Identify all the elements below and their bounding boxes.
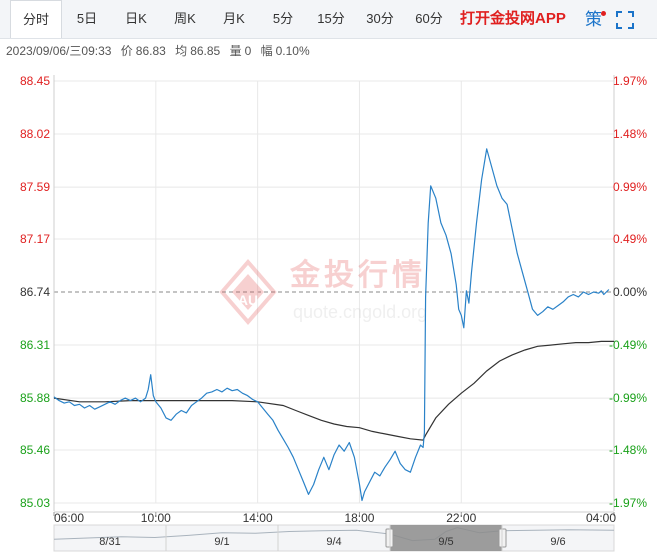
watermark-title: 金投行情 bbox=[289, 258, 426, 292]
y-tick-label: 87.59 bbox=[20, 180, 50, 194]
pct-tick-label: 0.99% bbox=[613, 180, 647, 194]
tab-60-min[interactable]: 60分 bbox=[415, 11, 443, 26]
y-tick-label: 87.17 bbox=[20, 232, 50, 246]
watermark-badge: AU bbox=[238, 292, 258, 308]
chart-grid bbox=[53, 75, 615, 511]
y-tick-label: 85.03 bbox=[20, 496, 50, 510]
tab-5-min[interactable]: 5分 bbox=[272, 11, 294, 26]
chart-axes: 88.45 1.97% 88.02 1.48% 87.59 0.99% 87.17 0.49%… bbox=[20, 74, 647, 510]
watermark-subtitle: quote.cngold.org bbox=[293, 302, 427, 322]
notification-dot bbox=[601, 11, 606, 16]
y-tick-label: 86.74 bbox=[20, 285, 50, 299]
x-tick-label: 18:00 bbox=[344, 511, 374, 525]
navigator-window bbox=[390, 525, 502, 551]
x-tick-label: 22:00 bbox=[446, 511, 476, 525]
x-tick-label: 10:00 bbox=[141, 511, 171, 525]
tab-intraday[interactable]: 分时 bbox=[10, 0, 62, 38]
fullscreen-icon[interactable] bbox=[616, 11, 634, 29]
open-app-link[interactable]: 打开金投网APP bbox=[460, 10, 566, 27]
y-tick-label: 85.46 bbox=[20, 443, 50, 457]
pct-tick-label: 1.97% bbox=[613, 74, 647, 88]
x-tick-label: 14:00 bbox=[243, 511, 273, 525]
pct-tick-label: 0.49% bbox=[613, 232, 647, 246]
volume-label: 量 bbox=[229, 44, 242, 58]
tab-weekly-k[interactable]: 周K bbox=[174, 11, 196, 26]
x-tick-label: 04:00 bbox=[586, 511, 616, 525]
pct-tick-label: -0.99% bbox=[609, 391, 647, 405]
navigator-day-label: 9/6 bbox=[550, 536, 565, 548]
pct-tick-label: 1.48% bbox=[613, 127, 647, 141]
x-axis: 06:00 10:00 14:00 18:00 22:00 04:00 bbox=[53, 511, 616, 525]
quote-datetime: 2023/09/06/三09:33 bbox=[6, 44, 112, 58]
chart-series bbox=[53, 148, 614, 502]
y-tick-label: 85.88 bbox=[20, 391, 50, 405]
tab-15-min[interactable]: 15分 bbox=[317, 11, 345, 26]
pct-tick-label: 0.00% bbox=[613, 285, 647, 299]
tab-30-min[interactable]: 30分 bbox=[366, 11, 394, 26]
pct-tick-label: -1.48% bbox=[609, 443, 647, 457]
navigator-day-label: 8/31 bbox=[99, 536, 120, 548]
period-tab-bar: 分时 5日 日K 周K 月K 5分 15分 30分 60分 打开金投网APP 策 bbox=[0, 0, 657, 39]
strategy-button[interactable]: 策 bbox=[585, 10, 602, 29]
tab-monthly-k[interactable]: 月K bbox=[223, 11, 245, 26]
x-tick-label: 06:00 bbox=[54, 511, 84, 525]
range-navigator[interactable]: 8/31 9/1 9/4 9/5 9/6 bbox=[53, 524, 615, 552]
navigator-day-label: 9/5 bbox=[438, 536, 453, 548]
y-tick-label: 88.02 bbox=[20, 127, 50, 141]
range-label: 幅 bbox=[260, 44, 273, 58]
tab-daily-k[interactable]: 日K bbox=[125, 11, 147, 26]
pct-tick-label: -1.97% bbox=[609, 496, 647, 510]
watermark: AU 金投行情 quote.cngold.org bbox=[219, 258, 427, 326]
tab-5-day[interactable]: 5日 bbox=[76, 11, 98, 26]
watermark-logo-icon bbox=[219, 258, 277, 326]
pct-tick-label: -0.49% bbox=[609, 338, 647, 352]
avg-value: 86.85 bbox=[190, 44, 221, 58]
navigator-day-label: 9/1 bbox=[214, 536, 229, 548]
price-value: 86.83 bbox=[135, 44, 166, 58]
average-price-line bbox=[53, 340, 614, 441]
price-label: 价 bbox=[120, 44, 133, 58]
price-line bbox=[53, 148, 610, 502]
watermark-logo-inner bbox=[232, 274, 264, 310]
range-value: 0.10% bbox=[275, 44, 310, 58]
avg-label: 均 bbox=[175, 44, 188, 58]
y-tick-label: 88.45 bbox=[20, 74, 50, 88]
navigator-day-label: 9/4 bbox=[326, 536, 341, 548]
navigator-track bbox=[53, 524, 615, 552]
volume-value: 0 bbox=[244, 44, 252, 58]
y-tick-label: 86.31 bbox=[20, 338, 50, 352]
